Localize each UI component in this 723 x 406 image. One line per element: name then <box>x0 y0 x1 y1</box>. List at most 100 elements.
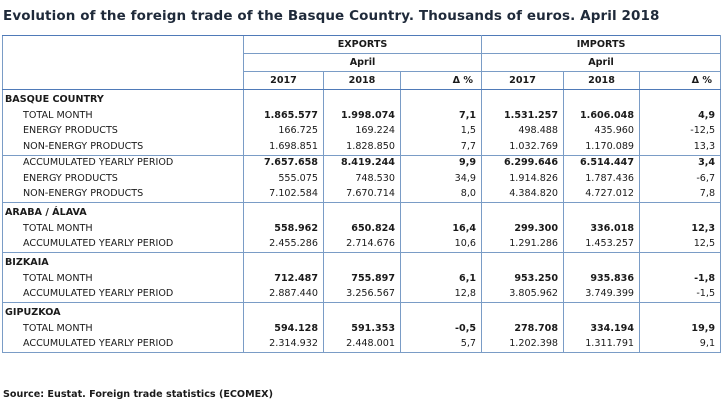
exports-2017-cell: 594.128 <box>243 321 324 337</box>
imports-2017-cell: 1.291.286 <box>481 236 565 253</box>
table-row: TOTAL MONTH 712.487 755.897 6,1 953.250 935.8… <box>2 271 722 287</box>
section-spacer <box>563 252 641 271</box>
section-spacer <box>400 202 483 221</box>
trade-table: EXPORTS IMPORTS April April 2017 2018 Δ … <box>2 35 722 353</box>
exports-2017-cell: 7.102.584 <box>243 186 324 203</box>
exports-2017-cell: 712.487 <box>243 271 324 287</box>
exports-2018-cell: 2.714.676 <box>323 236 401 253</box>
table-row: ACCUMULATED YEARLY PERIOD 2.887.440 3.256.… <box>2 286 722 303</box>
section-spacer <box>563 89 641 108</box>
row-label: TOTAL MONTH <box>2 108 244 124</box>
section-spacer <box>323 89 401 108</box>
section-spacer <box>481 252 565 271</box>
section-spacer <box>243 302 324 321</box>
header-blank <box>2 71 244 90</box>
imports-delta-cell: 19,9 <box>639 321 722 337</box>
exports-2018-header: 2018 <box>323 71 401 90</box>
imports-2017-cell: 278.708 <box>481 321 565 337</box>
imports-2018-cell: 4.727.012 <box>563 186 641 203</box>
header-row-group: EXPORTS IMPORTS <box>2 35 722 54</box>
imports-2017-cell: 3.805.962 <box>481 286 565 303</box>
section-spacer <box>400 252 483 271</box>
header-row-years: 2017 2018 Δ % 2017 2018 Δ % <box>2 71 722 90</box>
imports-delta-cell: 3,4 <box>639 154 722 171</box>
row-label: TOTAL MONTH <box>2 221 244 237</box>
table-row: ENERGY PRODUCTS 166.725 169.224 1,5 498.488 4… <box>2 123 722 139</box>
imports-delta-cell: -6,7 <box>639 171 722 187</box>
exports-2017-cell: 1.865.577 <box>243 108 324 124</box>
imports-2018-cell: 435.960 <box>563 123 641 139</box>
imports-delta-cell: 4,9 <box>639 108 722 124</box>
section-spacer <box>481 89 565 108</box>
imports-2018-cell: 1.606.048 <box>563 108 641 124</box>
table-row: ACCUMULATED YEARLY PERIOD 2.314.932 2.448.… <box>2 336 722 353</box>
exports-2017-cell: 555.075 <box>243 171 324 187</box>
row-label: ACCUMULATED YEARLY PERIOD <box>2 286 244 303</box>
exports-2018-cell: 755.897 <box>323 271 401 287</box>
row-label: ENERGY PRODUCTS <box>2 123 244 139</box>
row-label: ACCUMULATED YEARLY PERIOD <box>2 336 244 353</box>
exports-month-header: April <box>242 53 483 72</box>
row-label: ACCUMULATED YEARLY PERIOD <box>2 154 244 171</box>
exports-2017-cell: 2.455.286 <box>243 236 324 253</box>
imports-2018-cell: 336.018 <box>563 221 641 237</box>
table-row: TOTAL MONTH 558.962 650.824 16,4 299.300 336.… <box>2 221 722 237</box>
row-label: NON-ENERGY PRODUCTS <box>2 186 244 203</box>
exports-delta-header: Δ % <box>400 71 483 90</box>
section-spacer <box>323 252 401 271</box>
imports-2018-header: 2018 <box>563 71 641 90</box>
imports-2017-cell: 1.914.826 <box>481 171 565 187</box>
exports-2017-cell: 558.962 <box>243 221 324 237</box>
section-spacer <box>639 202 722 221</box>
row-label: TOTAL MONTH <box>2 271 244 287</box>
section-spacer <box>563 302 641 321</box>
imports-2017-cell: 1.531.257 <box>481 108 565 124</box>
exports-2017-header: 2017 <box>243 71 324 90</box>
table-row: NON-ENERGY PRODUCTS 1.698.851 1.828.850 7,7… <box>2 139 722 155</box>
section-spacer <box>400 302 483 321</box>
imports-2018-cell: 935.836 <box>563 271 641 287</box>
exports-delta-cell: -0,5 <box>400 321 483 337</box>
exports-2017-cell: 7.657.658 <box>243 154 324 171</box>
section-row: ARABA / ÁLAVA <box>2 202 722 221</box>
header-row-month: April April <box>2 53 722 72</box>
exports-2018-cell: 169.224 <box>323 123 401 139</box>
section-label: BIZKAIA <box>2 252 244 271</box>
source-note: Source: Eustat. Foreign trade statistics… <box>3 389 273 400</box>
exports-delta-cell: 5,7 <box>400 336 483 353</box>
imports-2018-cell: 6.514.447 <box>563 154 641 171</box>
exports-2018-cell: 7.670.714 <box>323 186 401 203</box>
imports-delta-cell: 12,3 <box>639 221 722 237</box>
imports-delta-cell: -1,8 <box>639 271 722 287</box>
exports-delta-cell: 34,9 <box>400 171 483 187</box>
exports-delta-cell: 7,1 <box>400 108 483 124</box>
imports-2017-header: 2017 <box>481 71 565 90</box>
section-row: GIPUZKOA <box>2 302 722 321</box>
table-row: ACCUMULATED YEARLY PERIOD 2.455.286 2.714.… <box>2 236 722 253</box>
section-spacer <box>243 202 324 221</box>
imports-2018-cell: 1.453.257 <box>563 236 641 253</box>
exports-delta-cell: 16,4 <box>400 221 483 237</box>
exports-delta-cell: 10,6 <box>400 236 483 253</box>
exports-2018-cell: 2.448.001 <box>323 336 401 353</box>
imports-2017-cell: 1.032.769 <box>481 139 565 155</box>
imports-delta-header: Δ % <box>639 71 722 90</box>
exports-2017-cell: 2.314.932 <box>243 336 324 353</box>
imports-2017-cell: 6.299.646 <box>481 154 565 171</box>
exports-2017-cell: 166.725 <box>243 123 324 139</box>
imports-2018-cell: 1.787.436 <box>563 171 641 187</box>
section-spacer <box>639 302 722 321</box>
imports-2018-cell: 1.170.089 <box>563 139 641 155</box>
section-spacer <box>243 89 324 108</box>
exports-2017-cell: 1.698.851 <box>243 139 324 155</box>
imports-2018-cell: 334.194 <box>563 321 641 337</box>
imports-2017-cell: 498.488 <box>481 123 565 139</box>
imports-2017-cell: 1.202.398 <box>481 336 565 353</box>
section-spacer <box>481 302 565 321</box>
table-row: TOTAL MONTH 1.865.577 1.998.074 7,1 1.531.25… <box>2 108 722 124</box>
table-row: TOTAL MONTH 594.128 591.353 -0,5 278.708 334.… <box>2 321 722 337</box>
exports-2018-cell: 591.353 <box>323 321 401 337</box>
exports-2018-cell: 650.824 <box>323 221 401 237</box>
imports-2018-cell: 3.749.399 <box>563 286 641 303</box>
header-blank <box>2 35 244 54</box>
